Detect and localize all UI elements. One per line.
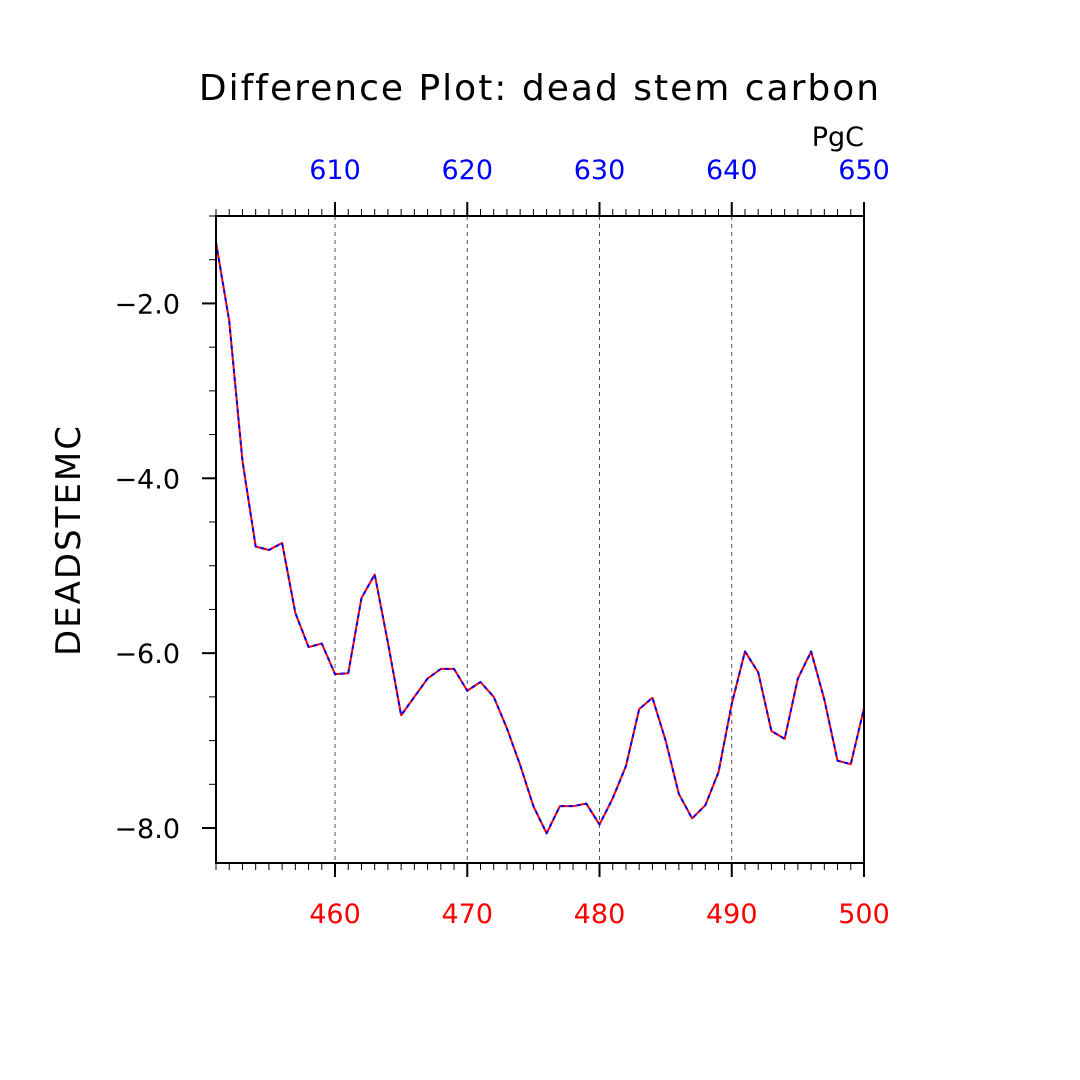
bottom-tick-label: 480 — [574, 899, 626, 930]
gridlines — [334, 216, 733, 863]
data-series — [215, 242, 865, 835]
y-tick-label: −6.0 — [114, 639, 180, 670]
bottom-tick-label: 470 — [441, 899, 493, 930]
series-line-2 — [215, 242, 865, 835]
y-tick-label: −2.0 — [114, 289, 180, 320]
bottom-tick-label: 460 — [309, 899, 361, 930]
y-axis-label: DEADSTEMC — [49, 424, 89, 656]
tick-labels: 460 470 480 490 500 610 620 630 640 650 −2.0 −4.0 −6… — [114, 155, 889, 930]
chart-title: Difference Plot: dead stem carbon — [199, 68, 881, 109]
plot-frame — [215, 215, 865, 864]
top-axis-unit-label: PgC — [812, 122, 864, 153]
y-tick-label: −4.0 — [114, 464, 180, 495]
top-tick-label: 640 — [706, 155, 758, 186]
top-tick-label: 620 — [441, 155, 493, 186]
y-tick-label: −8.0 — [114, 814, 180, 845]
top-tick-label: 610 — [309, 155, 361, 186]
axes — [202, 202, 865, 877]
top-tick-label: 630 — [574, 155, 626, 186]
bottom-tick-label: 500 — [838, 899, 890, 930]
bottom-tick-label: 490 — [706, 899, 758, 930]
top-tick-label: 650 — [838, 155, 890, 186]
